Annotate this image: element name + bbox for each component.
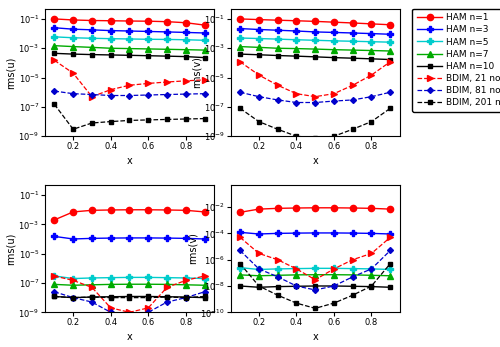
Y-axis label: rms(v): rms(v) <box>192 57 202 88</box>
X-axis label: x: x <box>126 332 132 342</box>
Y-axis label: rms(u): rms(u) <box>6 56 16 88</box>
X-axis label: x: x <box>312 156 318 166</box>
Y-axis label: rms(u): rms(u) <box>6 232 16 265</box>
Legend: HAM n=1, HAM n=3, HAM n=5, HAM n=7, HAM n=10, BDIM, 21 nodes, BDIM, 81 nodes, BD: HAM n=1, HAM n=3, HAM n=5, HAM n=7, HAM … <box>412 9 500 112</box>
Y-axis label: rms(v): rms(v) <box>188 232 198 264</box>
X-axis label: x: x <box>312 332 318 342</box>
X-axis label: x: x <box>126 156 132 166</box>
